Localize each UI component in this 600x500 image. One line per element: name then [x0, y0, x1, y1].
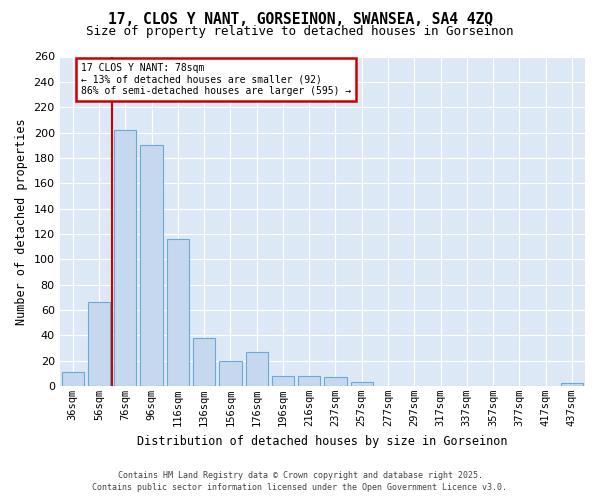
Bar [219, 360, 242, 386]
Bar [140, 145, 163, 386]
Bar [62, 372, 84, 386]
Bar [245, 352, 268, 386]
Bar [193, 338, 215, 386]
Text: Size of property relative to detached houses in Gorseinon: Size of property relative to detached ho… [86, 25, 514, 38]
Bar [561, 384, 583, 386]
Text: 17, CLOS Y NANT, GORSEINON, SWANSEA, SA4 4ZQ: 17, CLOS Y NANT, GORSEINON, SWANSEA, SA4… [107, 12, 493, 28]
Text: Contains HM Land Registry data © Crown copyright and database right 2025.
Contai: Contains HM Land Registry data © Crown c… [92, 471, 508, 492]
Bar [350, 382, 373, 386]
Bar [88, 302, 110, 386]
X-axis label: Distribution of detached houses by size in Gorseinon: Distribution of detached houses by size … [137, 434, 508, 448]
Bar [114, 130, 136, 386]
Bar [298, 376, 320, 386]
Bar [325, 377, 347, 386]
Bar [272, 376, 294, 386]
Text: 17 CLOS Y NANT: 78sqm
← 13% of detached houses are smaller (92)
86% of semi-deta: 17 CLOS Y NANT: 78sqm ← 13% of detached … [80, 63, 351, 96]
Bar [167, 239, 189, 386]
Y-axis label: Number of detached properties: Number of detached properties [15, 118, 28, 324]
